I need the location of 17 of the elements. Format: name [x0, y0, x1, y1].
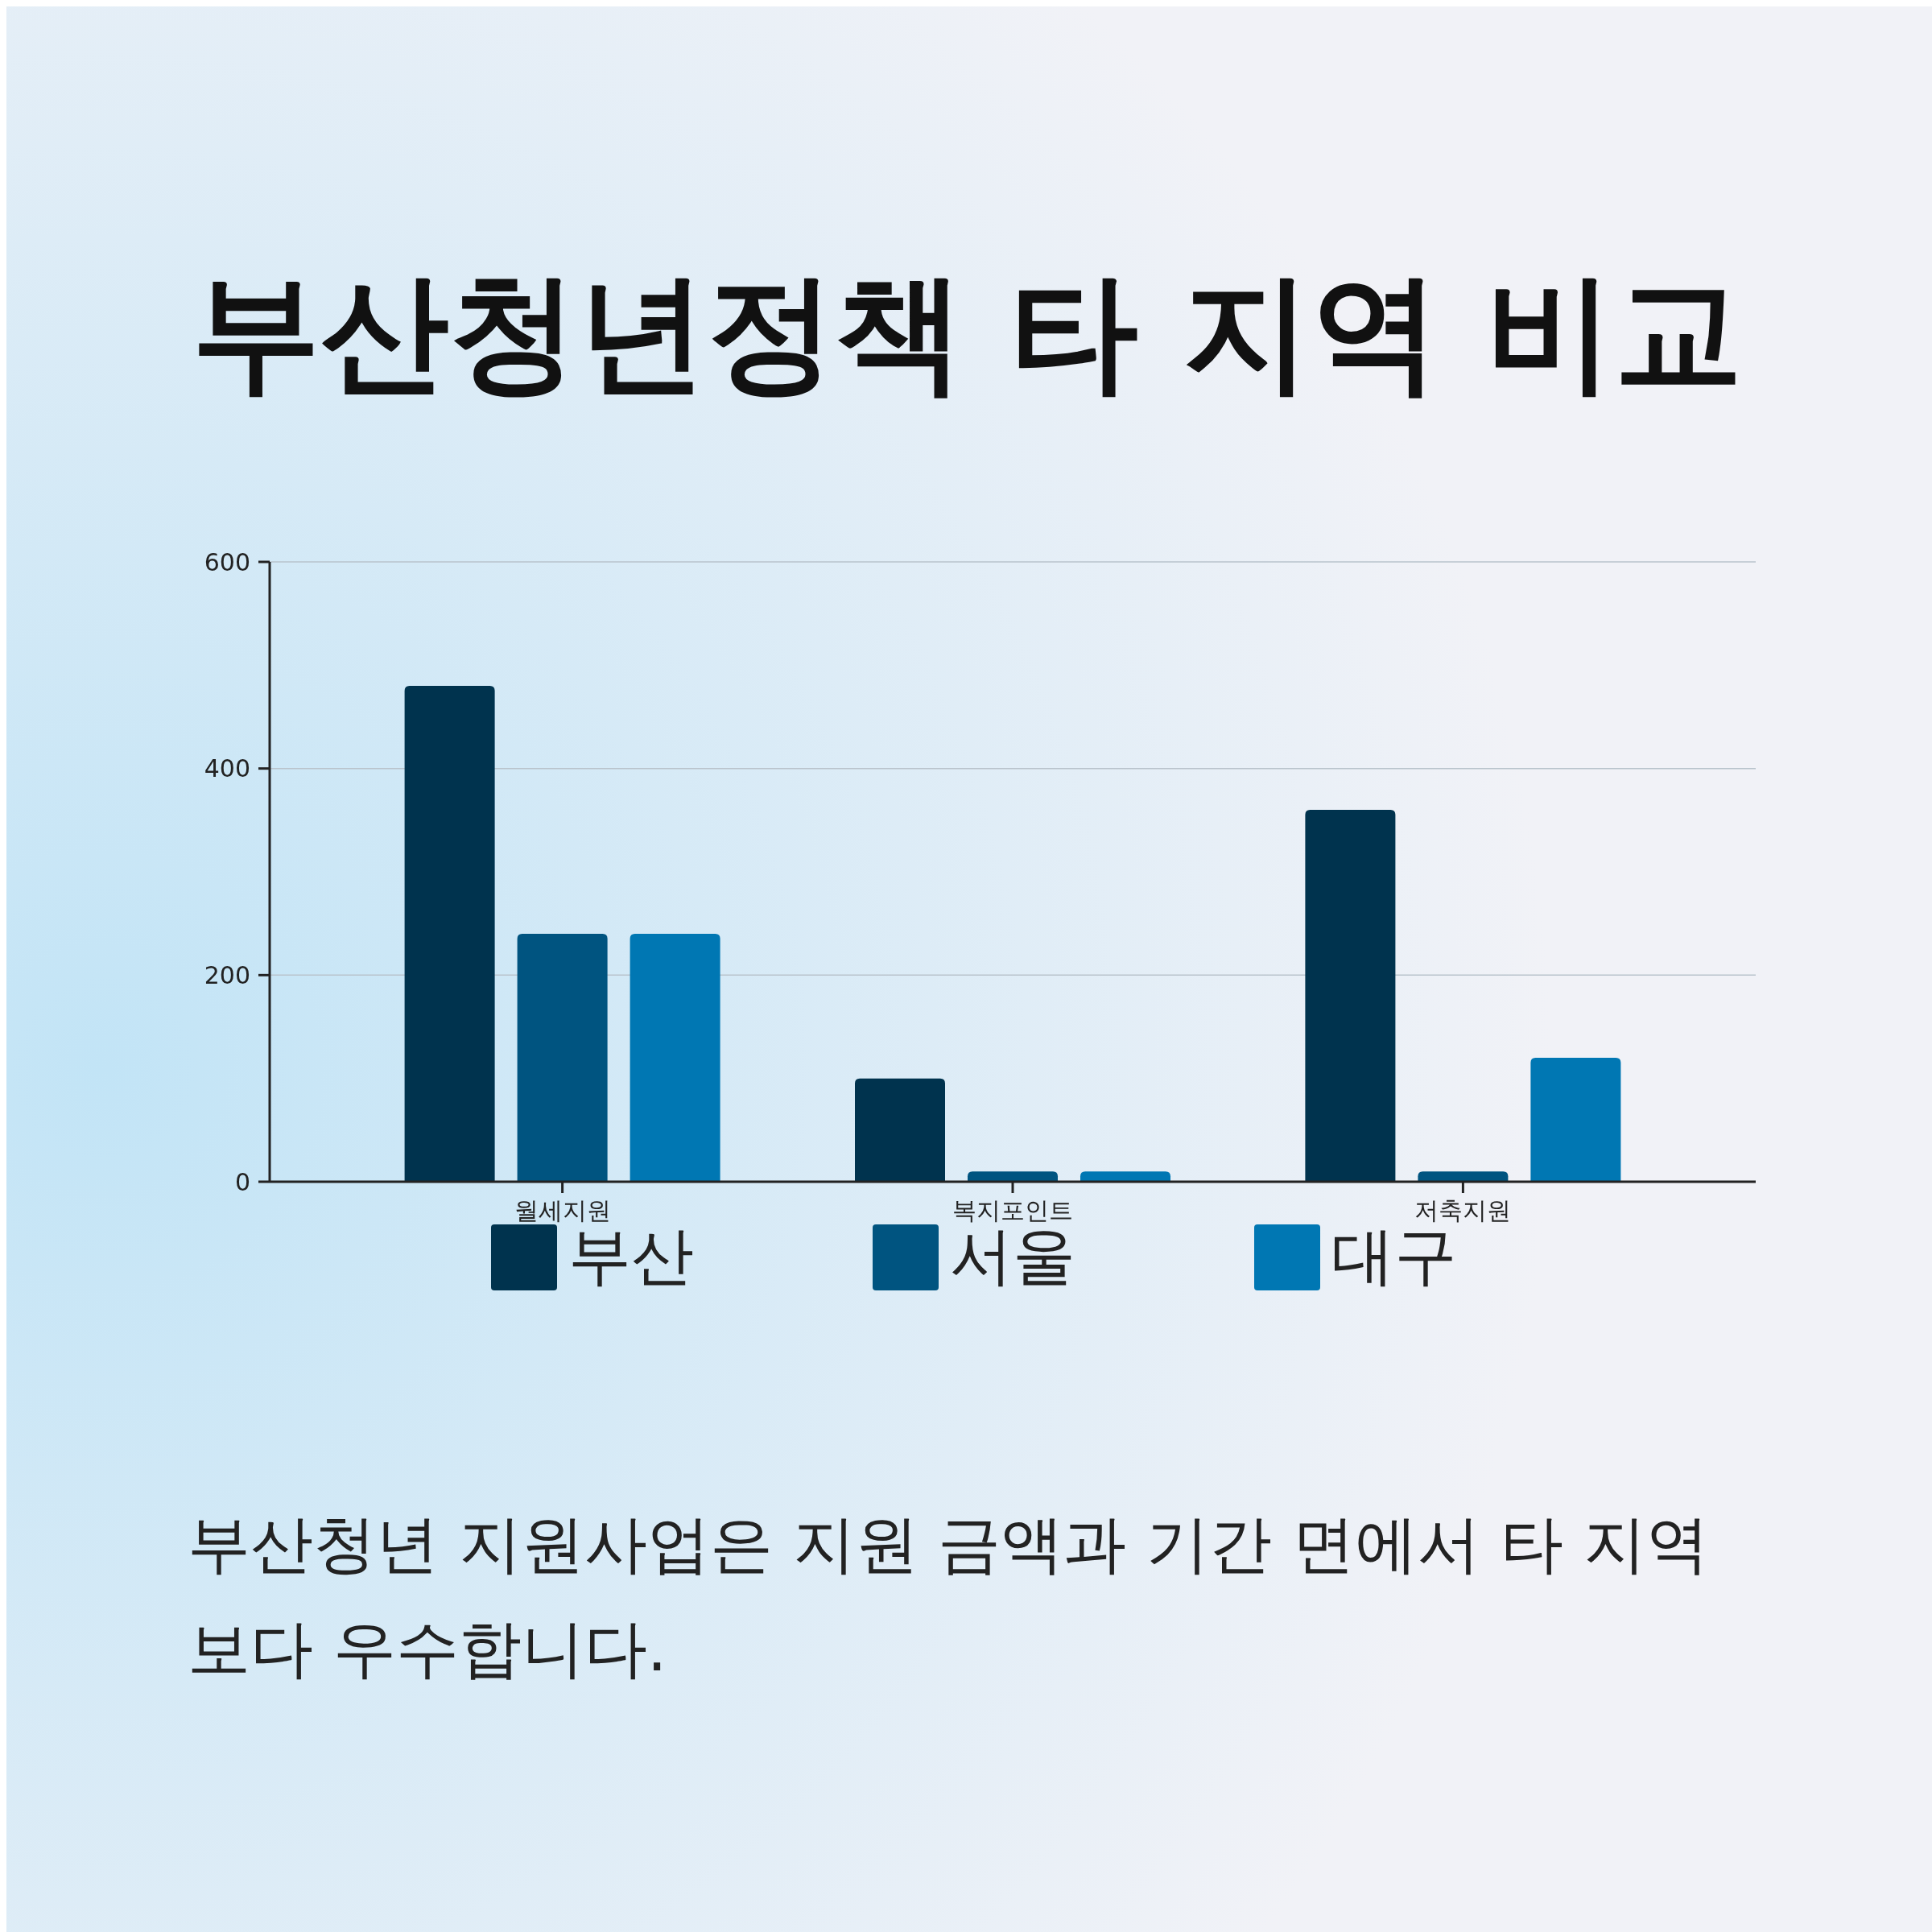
bar [630, 934, 720, 1182]
bar [1418, 1171, 1509, 1182]
bar [968, 1171, 1058, 1182]
y-tick-label: 600 [204, 547, 250, 576]
bar [1080, 1171, 1170, 1182]
y-tick-label: 200 [204, 960, 250, 989]
bar [1305, 810, 1396, 1182]
x-tick-label: 복지포인트 [952, 1196, 1073, 1224]
bar [404, 686, 495, 1182]
chart-title: 부산청년정책 타 지역 비교 [192, 257, 1744, 407]
x-tick-label: 저축지원 [1414, 1196, 1512, 1224]
bar [855, 1078, 945, 1182]
bar [1530, 1058, 1621, 1182]
y-tick-label: 400 [204, 754, 250, 783]
y-tick-label: 0 [234, 1167, 250, 1196]
text: 부산청년 지원사업은 지원 금액과 기간 면에서 타 지역보다 우수합니다. [188, 1507, 1710, 1686]
bar [517, 934, 608, 1182]
